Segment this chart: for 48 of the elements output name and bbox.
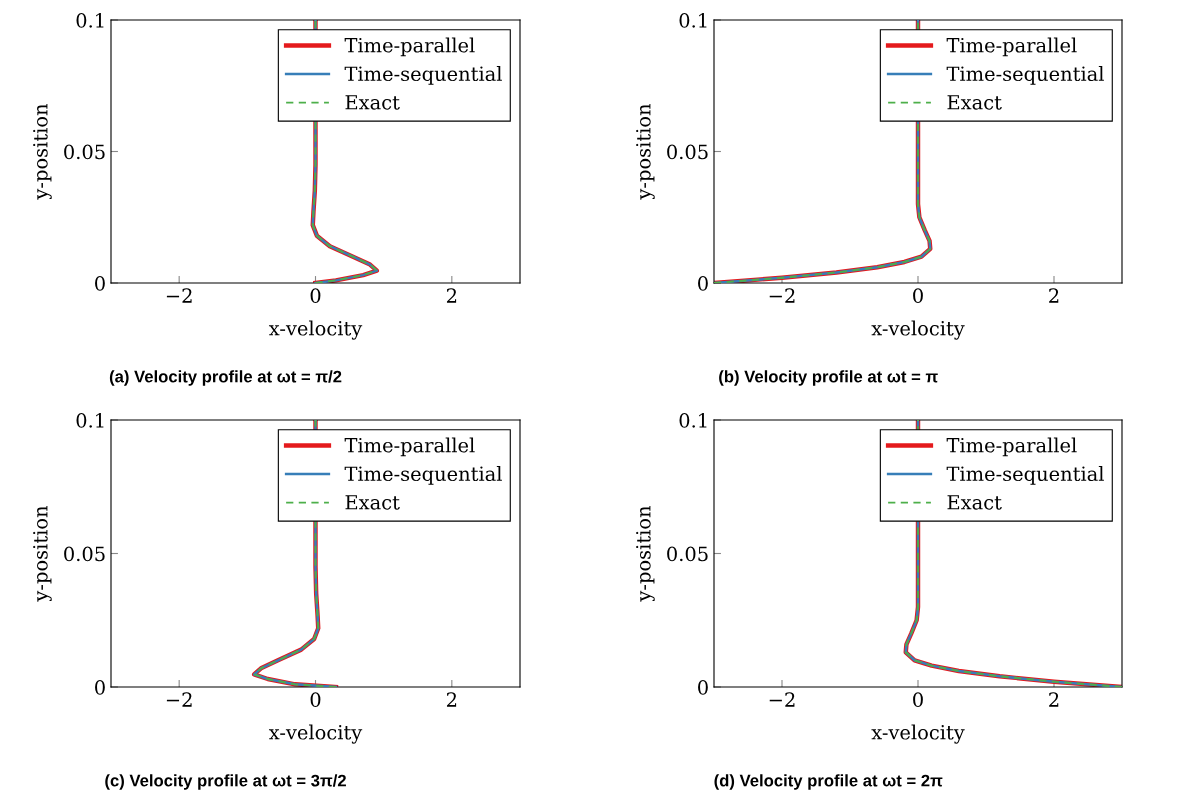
y-axis-title: y-position (33, 103, 52, 200)
legend-label: Time-sequential (946, 66, 1104, 85)
legend-label: Time-parallel (344, 37, 475, 57)
legend-label: Exact (947, 95, 1002, 110)
x-tick-label: 0 (913, 692, 923, 707)
y-tick-label: 0 (698, 679, 708, 695)
text: (a) Velocity profile at ωt = π/2 (109, 370, 342, 386)
x-tick-label: 2 (446, 288, 457, 303)
x-tick-label: 2 (1049, 288, 1059, 303)
x-axis-title: x-velocity (871, 320, 965, 340)
legend-label: Time-parallel (344, 437, 475, 457)
legend-label: Time-sequential (344, 66, 502, 85)
x-axis-title: x-velocity (871, 724, 965, 744)
x-tick-label: 0 (310, 692, 321, 707)
y-tick-label: 0.05 (667, 144, 708, 160)
x-tick-label: 0 (913, 288, 923, 303)
legend-label: Time-parallel (946, 37, 1077, 57)
y-axis-title: y-position (636, 505, 655, 602)
x-tick-label: −2 (769, 692, 795, 707)
y-tick-label: 0.1 (76, 412, 104, 428)
y-tick-label: 0 (95, 275, 105, 291)
y-tick-label: 0 (95, 679, 105, 695)
y-tick-label: 0.1 (76, 12, 104, 28)
x-tick-label: 2 (446, 692, 457, 707)
text: (b) Velocity profile at ωt = π (719, 370, 938, 386)
legend-label: Time-parallel (946, 437, 1077, 457)
y-tick-label: 0 (698, 275, 708, 291)
x-tick-label: −2 (166, 288, 192, 303)
x-tick-label: −2 (166, 692, 192, 707)
text: (c) Velocity profile at ωt = 3π/2 (105, 774, 346, 790)
y-tick-label: 0.05 (64, 144, 105, 160)
legend-label: Exact (345, 95, 400, 110)
legend-label: Exact (947, 495, 1002, 510)
legend-label: Time-sequential (344, 466, 502, 485)
y-axis-title: y-position (33, 505, 52, 602)
y-tick-label: 0.05 (667, 546, 708, 562)
text: (d) Velocity profile at ωt = 2π (714, 774, 943, 790)
x-tick-label: −2 (769, 288, 795, 303)
x-axis-title: x-velocity (268, 724, 363, 744)
x-tick-label: 0 (310, 288, 321, 303)
x-tick-label: 2 (1049, 692, 1059, 707)
y-tick-label: 0.05 (64, 546, 105, 562)
y-tick-label: 0.1 (679, 412, 707, 428)
legend-label: Time-sequential (946, 466, 1104, 485)
y-tick-label: 0.1 (679, 12, 707, 28)
y-axis-title: y-position (636, 103, 655, 200)
legend-label: Exact (345, 495, 400, 510)
x-axis-title: x-velocity (268, 320, 363, 340)
